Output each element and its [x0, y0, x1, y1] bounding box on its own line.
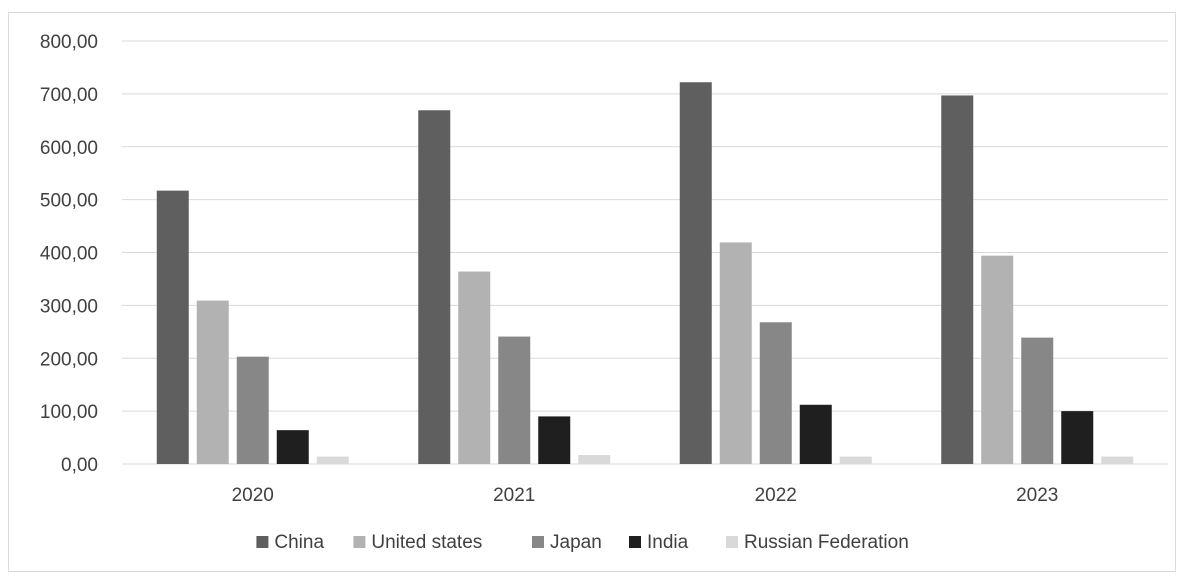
bar-russian-federation-2021: [578, 455, 611, 464]
y-tick-label: 500,00: [40, 191, 98, 212]
y-tick-label: 300,00: [40, 296, 98, 317]
bar-china-2023: [941, 95, 974, 465]
bar-india-2020: [276, 430, 309, 464]
bars: [156, 82, 1134, 465]
legend-item-russian-federation: Russian Federation: [726, 532, 909, 553]
x-tick-label: 2021: [493, 485, 535, 506]
legend-item-china: China: [256, 532, 324, 553]
bar-china-2020: [156, 190, 189, 465]
y-tick-label: 200,00: [40, 349, 98, 370]
x-axis-labels: 2020 2021 2022 2023: [232, 485, 1059, 506]
x-tick-label: 2020: [232, 485, 274, 506]
legend-swatch: [726, 536, 738, 548]
legend-item-united-states: United states: [353, 532, 482, 553]
bar-japan-2021: [498, 336, 531, 464]
y-tick-label: 100,00: [40, 402, 98, 423]
legend-swatch: [629, 536, 641, 548]
bar-russian-federation-2022: [839, 456, 872, 464]
x-tick-label: 2023: [1016, 485, 1058, 506]
bar-japan-2023: [1021, 337, 1054, 464]
legend-label: India: [647, 532, 689, 553]
bar-japan-2020: [236, 356, 269, 464]
bar-india-2021: [538, 416, 571, 464]
legend-label: Russian Federation: [744, 532, 909, 553]
y-axis-labels: 0,00 100,00 200,00 300,00 400,00 500,00 600,00…: [40, 32, 98, 476]
bar-united-states-2022: [719, 242, 752, 464]
bar-japan-2022: [759, 322, 792, 464]
y-tick-label: 0,00: [61, 455, 98, 476]
legend-label: United states: [371, 532, 482, 553]
x-tick-label: 2022: [755, 485, 797, 506]
bar-russian-federation-2020: [316, 456, 349, 464]
bar-united-states-2020: [196, 300, 229, 464]
y-tick-label: 400,00: [40, 244, 98, 265]
legend-swatch: [532, 536, 544, 548]
legend: China United states Japan India Russian Fede…: [256, 532, 909, 553]
y-tick-label: 700,00: [40, 85, 98, 106]
legend-swatch: [256, 536, 269, 548]
y-tick-label: 800,00: [40, 32, 98, 53]
bar-india-2022: [799, 404, 832, 464]
legend-item-japan: Japan: [532, 532, 602, 553]
bar-united-states-2023: [981, 255, 1014, 464]
y-tick-label: 600,00: [40, 138, 98, 159]
bar-india-2023: [1061, 411, 1094, 464]
bar-united-states-2021: [458, 271, 491, 464]
bar-china-2022: [679, 82, 712, 465]
legend-label: Japan: [550, 532, 602, 553]
bar-russian-federation-2023: [1101, 456, 1134, 464]
legend-label: China: [274, 532, 324, 553]
legend-swatch: [353, 536, 366, 548]
bar-china-2021: [418, 110, 451, 465]
legend-item-india: India: [629, 532, 689, 553]
